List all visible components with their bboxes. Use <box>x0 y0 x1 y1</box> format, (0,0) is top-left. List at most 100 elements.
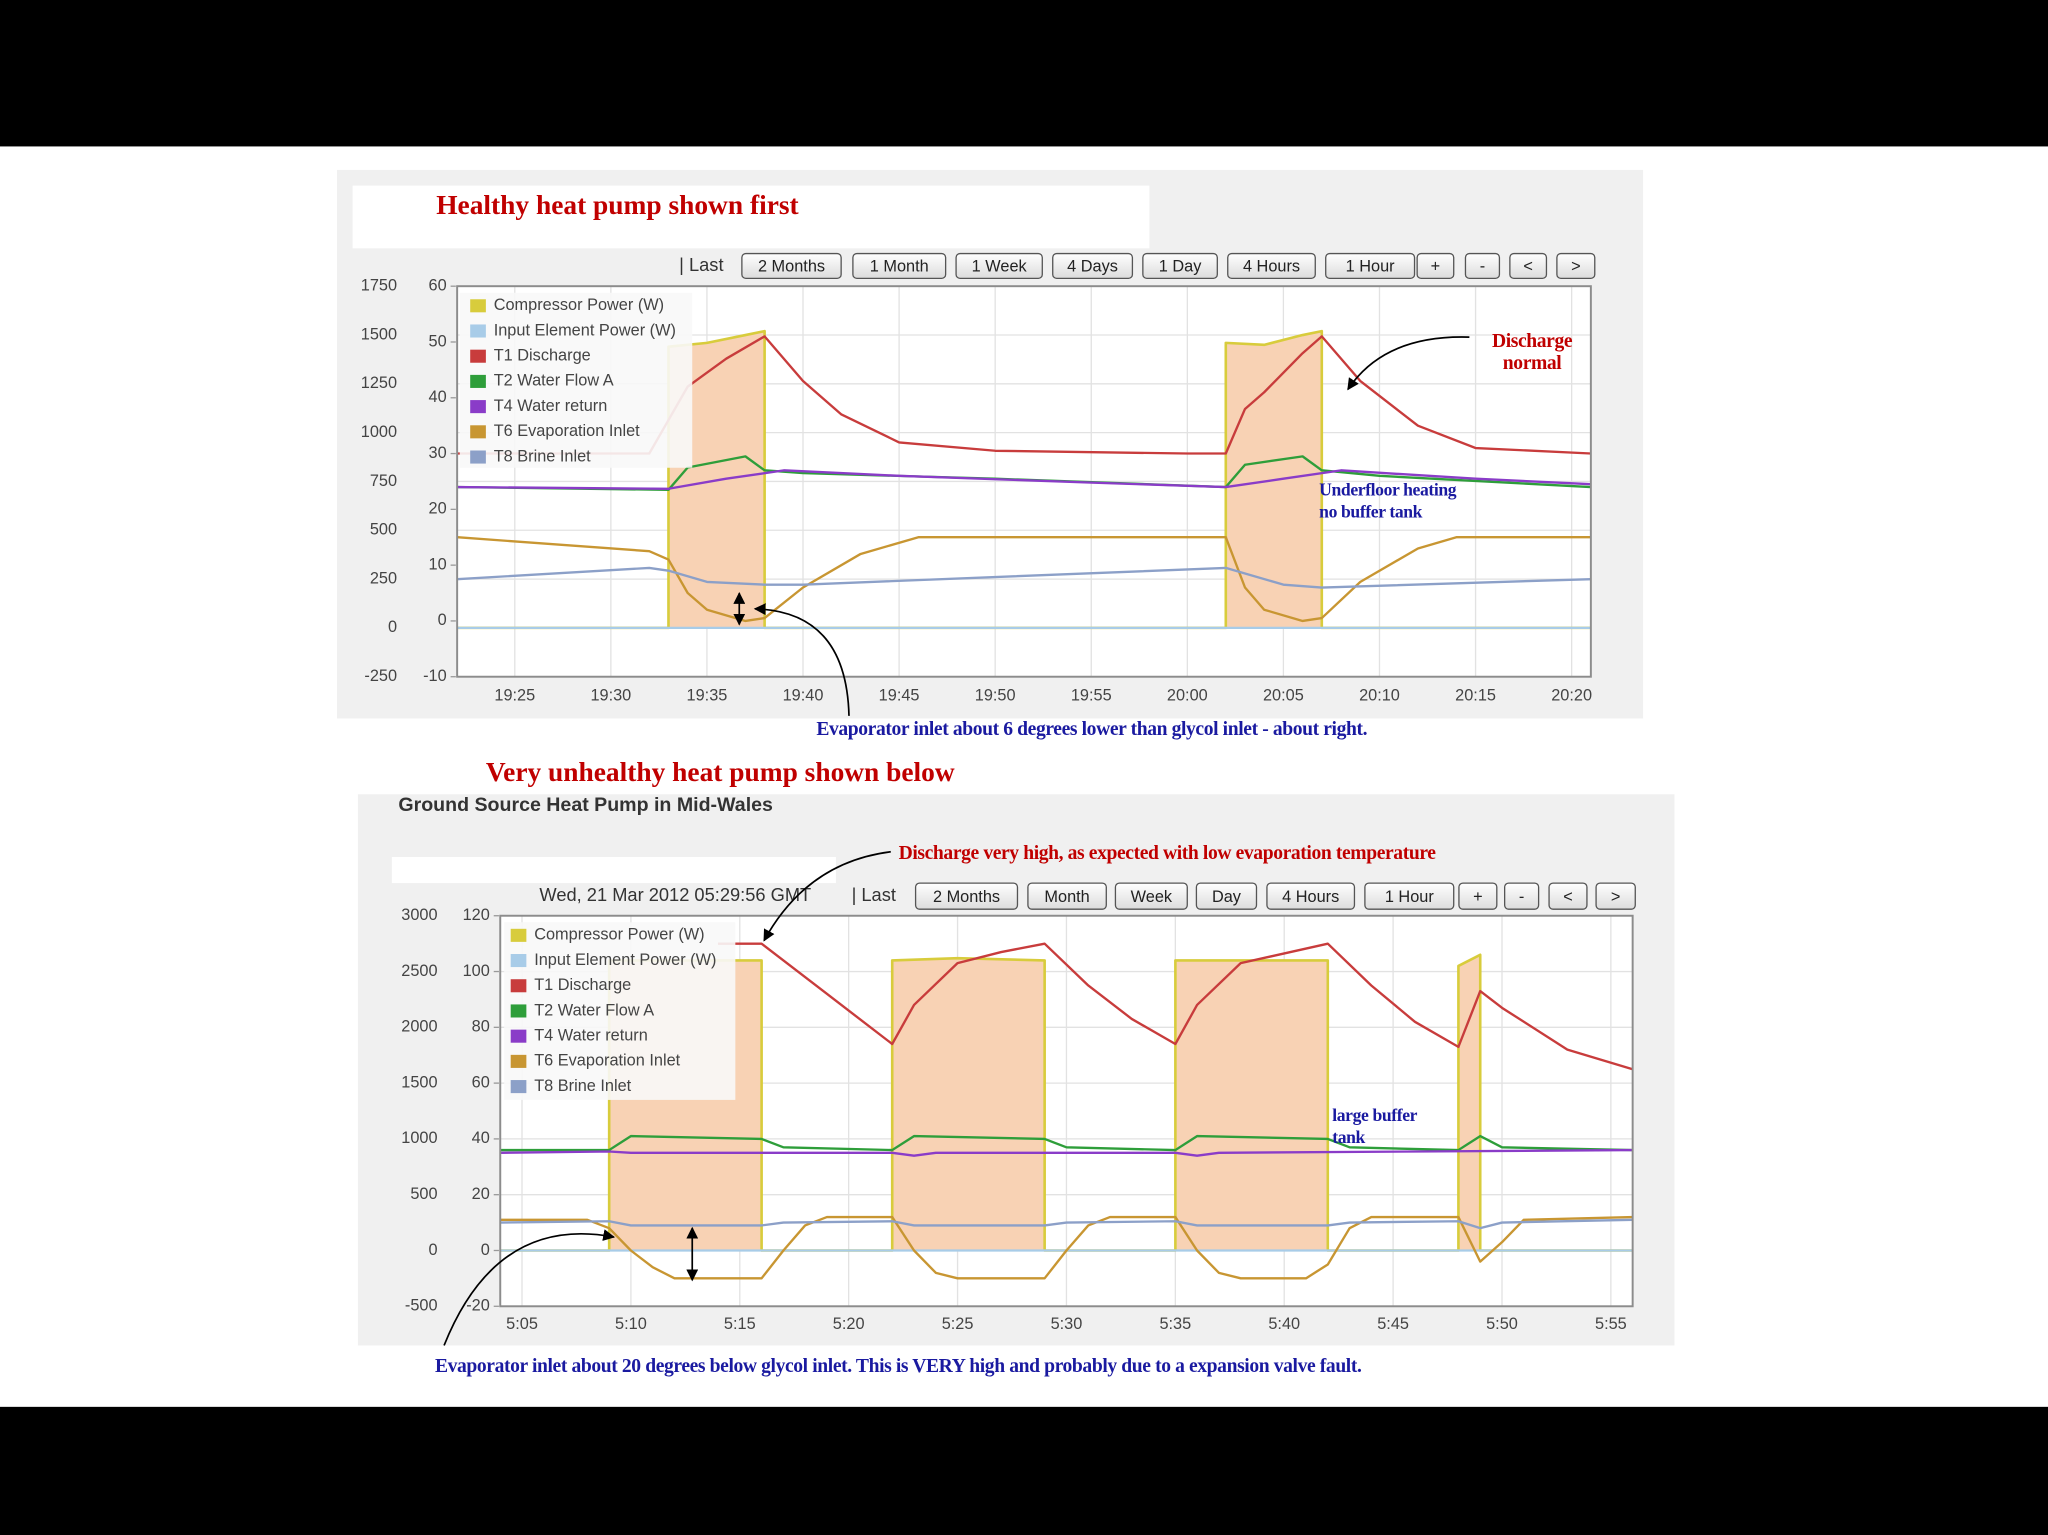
range-button[interactable] <box>1325 252 1416 280</box>
legend-label: T2 Water Flow A <box>494 372 614 390</box>
legend-box <box>459 292 693 468</box>
series-line <box>500 1134 1633 1152</box>
heading: Healthy heat pump shown first <box>436 190 798 220</box>
range-button[interactable] <box>1227 252 1316 280</box>
range-button[interactable] <box>1416 252 1455 280</box>
range-button-label: 1 Week <box>972 258 1028 276</box>
range-button-label: 2 Months <box>933 888 1000 906</box>
y-tick-label: 500 <box>410 1185 437 1203</box>
y-tick-label: 3000 <box>401 906 437 924</box>
y2-tick-label: 30 <box>429 444 447 462</box>
x-tick-label: 5:30 <box>1051 1315 1083 1333</box>
range-button[interactable] <box>852 252 947 280</box>
arrow <box>753 603 850 716</box>
range-button-label: > <box>1571 258 1581 276</box>
legend-swatch <box>510 1054 527 1068</box>
y2-tick-label: 40 <box>472 1129 490 1147</box>
x-tick-label: 5:25 <box>942 1315 974 1333</box>
range-button[interactable] <box>914 882 1019 910</box>
arrow <box>763 850 891 942</box>
range-button[interactable] <box>1195 882 1258 910</box>
y2-tick-label: -20 <box>466 1297 490 1315</box>
chart-subtitle: Ground Source Heat Pump in Mid-Wales <box>398 794 773 816</box>
range-button-label: 4 Hours <box>1282 888 1339 906</box>
plot-border <box>499 914 1634 1308</box>
arrow <box>443 1229 616 1346</box>
series-line <box>457 566 1591 589</box>
series-line <box>457 536 1591 623</box>
y-tick-label: -250 <box>364 667 397 685</box>
y-tick-label: -500 <box>405 1297 438 1315</box>
y2-tick-label: 80 <box>472 1018 490 1036</box>
y2-tick-label: 0 <box>481 1241 490 1259</box>
legend-label: Compressor Power (W) <box>534 926 704 944</box>
x-tick-label: 5:35 <box>1159 1315 1191 1333</box>
range-button[interactable] <box>1548 882 1588 910</box>
legend-box <box>504 922 736 1100</box>
range-button-label: 4 Days <box>1067 258 1118 276</box>
range-button-label: - <box>1480 258 1485 276</box>
chart: Very unhealthy heat pump shown below Grou… <box>357 757 1675 1377</box>
series-line <box>500 1148 1633 1157</box>
y-tick-label: 1250 <box>361 374 397 392</box>
y-tick-label: 0 <box>388 618 397 636</box>
toolbar-label: | Last <box>852 884 896 905</box>
y-tick-label: 1500 <box>361 325 397 343</box>
legend-label: T8 Brine Inlet <box>494 447 591 465</box>
series-line <box>500 1218 1633 1230</box>
range-button[interactable] <box>1595 882 1636 910</box>
y2-tick-label: 60 <box>429 277 447 295</box>
x-tick-label: 5:10 <box>615 1315 647 1333</box>
area <box>457 331 1591 628</box>
range-button[interactable] <box>1364 882 1455 910</box>
legend-swatch <box>470 324 486 338</box>
range-button[interactable] <box>1142 252 1218 280</box>
x-tick-label: 19:40 <box>783 687 824 705</box>
range-button[interactable] <box>1556 252 1596 280</box>
range-button-label: < <box>1563 888 1573 906</box>
y-tick-label: 500 <box>370 521 397 539</box>
range-button[interactable] <box>1509 252 1548 280</box>
x-tick-label: 20:00 <box>1167 687 1208 705</box>
range-button[interactable] <box>1458 882 1498 910</box>
range-button[interactable] <box>1266 882 1356 910</box>
legend-swatch <box>510 1080 527 1094</box>
legend-label: T6 Evaporation Inlet <box>494 422 640 440</box>
range-button-label: < <box>1523 258 1533 276</box>
y-tick-label: 1000 <box>401 1129 437 1147</box>
legend-label: T4 Water return <box>534 1026 648 1044</box>
legend-swatch <box>510 1004 527 1018</box>
y-tick-label: 750 <box>370 472 397 490</box>
range-button[interactable] <box>741 252 842 280</box>
y-tick-label: 1750 <box>361 277 397 295</box>
y2-tick-label: -10 <box>423 667 447 685</box>
x-tick-label: 19:35 <box>687 687 728 705</box>
x-tick-label: 5:55 <box>1595 1315 1627 1333</box>
legend-swatch <box>470 425 486 439</box>
series-line <box>500 1215 1633 1280</box>
range-button[interactable] <box>1052 252 1134 280</box>
annotation: large buffer <box>1332 1105 1417 1125</box>
y2-tick-label: 10 <box>429 555 447 573</box>
range-button-label: - <box>1519 888 1524 906</box>
range-button-label: 1 Month <box>870 258 929 276</box>
title-box <box>352 185 1150 249</box>
range-button-label: > <box>1611 888 1621 906</box>
y2-tick-label: 50 <box>429 332 447 350</box>
annotation: Evaporator inlet about 6 degrees lower t… <box>816 719 1367 740</box>
range-button[interactable] <box>1114 882 1188 910</box>
range-button[interactable] <box>955 252 1043 280</box>
x-tick-label: 5:50 <box>1486 1315 1518 1333</box>
range-button-label: + <box>1431 258 1441 276</box>
header-strip <box>391 856 836 884</box>
legend-label: T1 Discharge <box>534 976 631 994</box>
range-button[interactable] <box>1503 882 1540 910</box>
x-tick-label: 5:45 <box>1377 1315 1409 1333</box>
y2-tick-label: 20 <box>429 500 447 518</box>
range-button[interactable] <box>1464 252 1501 280</box>
legend-label: Compressor Power (W) <box>494 296 664 314</box>
range-button[interactable] <box>1027 882 1107 910</box>
y-tick-label: 0 <box>428 1241 437 1259</box>
